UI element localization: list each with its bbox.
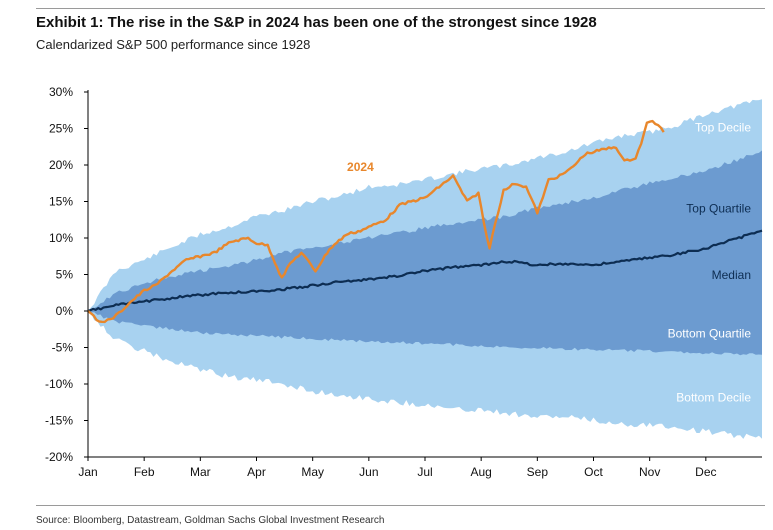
y-tick-label: 20% [49,158,73,172]
label-top-decile: Top Decile [695,120,751,134]
label-top-quartile: Top Quartile [686,201,751,215]
y-tick-label: 15% [49,195,73,209]
y-tick-label: 5% [56,268,74,282]
chart-annotations: 2024 Top Decile Top Quartile Median Bottom Q… [347,120,751,404]
y-tick-label: -5% [52,341,74,355]
y-tick-label: 25% [49,122,73,136]
bottom-rule [36,505,765,506]
percentile-bands [88,99,762,439]
x-tick-label: Dec [695,465,716,479]
x-tick-label: Jun [359,465,378,479]
chart-lines [87,119,763,324]
chart: 30% 25% 20% 15% 10% 5% 0% -5% -10% -15% -20% Jan Feb… [45,85,763,479]
x-tick-label: Feb [134,465,155,479]
x-tick-label: Sep [527,465,549,479]
chart-ticks: 30% 25% 20% 15% 10% 5% 0% -5% -10% -15% -20% Jan Feb… [45,85,717,479]
label-median: Median [712,268,751,282]
x-tick-label: Oct [584,465,603,479]
x-tick-label: Jan [78,465,97,479]
chart-title: Exhibit 1: The rise in the S&P in 2024 h… [36,14,597,31]
y-tick-label: 30% [49,85,73,99]
y-tick-label: 10% [49,231,73,245]
label-bottom-quartile: Bottom Quartile [668,326,752,340]
y-tick-label: 0% [56,304,74,318]
line-2024 [87,119,665,324]
top-rule [36,8,765,9]
x-tick-label: Jul [417,465,432,479]
label-bottom-decile: Bottom Decile [676,391,751,405]
source-note: Source: Bloomberg, Datastream, Goldman S… [36,515,385,526]
x-tick-label: Mar [190,465,211,479]
x-tick-label: Aug [470,465,491,479]
x-tick-label: Nov [639,465,660,479]
y-tick-label: -10% [45,377,73,391]
x-tick-label: May [301,465,324,479]
x-tick-label: Apr [247,465,266,479]
median-line [87,229,763,313]
chart-subtitle: Calendarized S&P 500 performance since 1… [36,37,311,52]
label-2024: 2024 [347,160,374,174]
quartile-band [88,150,762,356]
y-tick-label: -20% [45,450,73,464]
y-tick-label: -15% [45,414,73,428]
